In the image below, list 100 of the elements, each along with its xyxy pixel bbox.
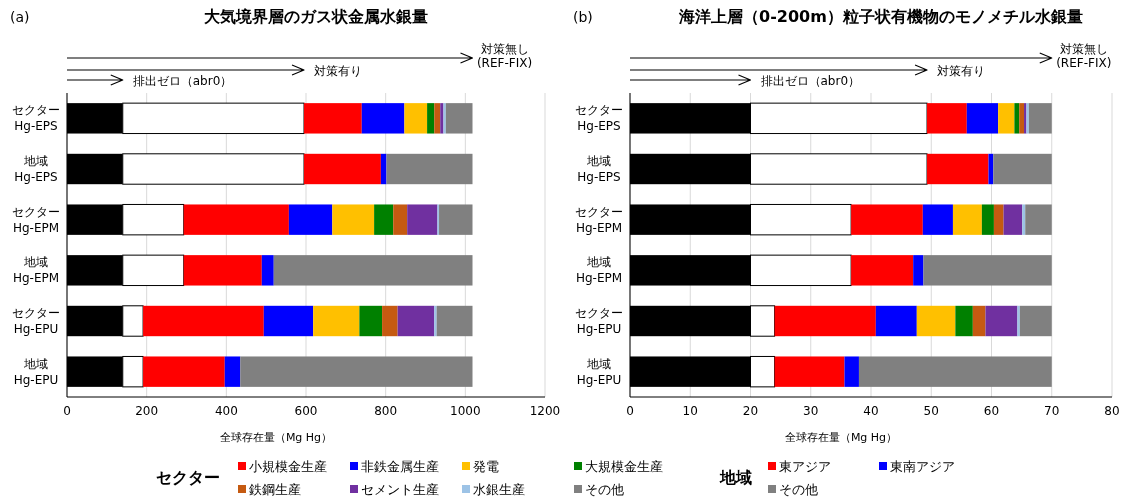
x-tick-label: 20 xyxy=(742,404,759,418)
bar xyxy=(434,305,437,337)
text: 排出ゼロ（abr0） xyxy=(760,74,861,88)
bar xyxy=(927,153,989,185)
text: 対策有り xyxy=(314,64,363,78)
y-tick-label: セクター Hg-EPM xyxy=(575,204,623,235)
bar xyxy=(263,305,314,337)
x-tick-label: 60 xyxy=(983,404,1000,418)
bar xyxy=(183,204,289,235)
bar xyxy=(916,305,956,337)
text: 地域 xyxy=(720,468,752,487)
legend-label: 東南アジア xyxy=(890,459,955,474)
legend-label: 大規模金生産 xyxy=(585,459,663,474)
bar xyxy=(407,204,438,235)
legend-label: その他 xyxy=(585,482,624,497)
x-tick-label: 10 xyxy=(682,404,698,418)
bar xyxy=(143,356,225,387)
x-tick-label: 1000 xyxy=(450,404,481,418)
y-tick-label: 地域 Hg-EPM xyxy=(575,255,623,286)
y-tick-label: 地域 Hg-EPM xyxy=(12,255,60,286)
bar xyxy=(374,204,394,235)
bar xyxy=(851,255,914,286)
bar xyxy=(774,305,876,337)
bar xyxy=(1022,204,1026,235)
legend-label: 小規模金生産 xyxy=(249,459,327,474)
bar xyxy=(1019,305,1052,337)
bar xyxy=(359,305,383,337)
y-tick-label: 地域 Hg-EPS xyxy=(577,154,621,184)
bar xyxy=(952,204,982,235)
bar xyxy=(143,305,264,337)
text: 排出ゼロ（abr0） xyxy=(132,74,233,88)
bar xyxy=(774,356,845,387)
bar xyxy=(288,204,333,235)
chart-title: 大気境界層のガス状金属水銀量 xyxy=(204,7,428,26)
bar xyxy=(858,356,1052,387)
bar xyxy=(1025,204,1052,235)
bar xyxy=(985,305,1018,337)
y-tick-label: セクター Hg-EPM xyxy=(12,204,60,235)
y-tick-label: セクター Hg-EPS xyxy=(575,103,623,134)
x-tick-label: 80 xyxy=(1104,404,1120,418)
y-tick-label: 地域 Hg-EPU xyxy=(13,356,59,387)
x-tick-label: 40 xyxy=(863,404,879,418)
bar xyxy=(993,204,1004,235)
bar xyxy=(445,103,473,134)
legend-label: セメント生産 xyxy=(361,482,439,497)
bar xyxy=(361,103,405,134)
bar xyxy=(183,255,262,286)
bar xyxy=(1019,103,1025,134)
bar xyxy=(981,204,994,235)
x-tick-label: 400 xyxy=(214,404,238,418)
y-tick-label: 地域 Hg-EPS xyxy=(14,154,58,184)
legend-label: 東アジア xyxy=(779,459,831,474)
x-axis-title: 全球存在量（Mg Hg） xyxy=(784,431,898,444)
bar xyxy=(427,103,435,134)
bar xyxy=(273,255,473,286)
y-tick-label: セクター Hg-EPS xyxy=(12,103,60,134)
legend-label: 水銀生産 xyxy=(473,482,525,497)
bar xyxy=(382,305,398,337)
legend-label: 非鉄金属生産 xyxy=(361,459,439,474)
y-tick-label: 地域 Hg-EPU xyxy=(576,356,622,387)
bar xyxy=(436,305,473,337)
bar xyxy=(1028,103,1052,134)
bar xyxy=(261,255,274,286)
bar xyxy=(1003,204,1023,235)
x-tick-label: 600 xyxy=(294,404,318,418)
bar xyxy=(304,103,362,134)
legend-label: その他 xyxy=(779,482,818,497)
x-tick-label: 70 xyxy=(1044,404,1060,418)
bar xyxy=(1017,305,1020,337)
bar xyxy=(972,305,986,337)
x-tick-label: 1200 xyxy=(529,404,561,418)
bar xyxy=(386,153,473,185)
text: (a) xyxy=(10,9,30,25)
y-tick-label: セクター Hg-EPU xyxy=(575,306,623,336)
bar xyxy=(313,305,360,337)
bar xyxy=(397,305,435,337)
y-tick-label: セクター Hg-EPU xyxy=(12,306,60,336)
bar xyxy=(923,255,1052,286)
bar xyxy=(913,255,924,286)
text: 対策無し (REF-FIX) xyxy=(1056,42,1112,70)
bar xyxy=(240,356,473,387)
bar xyxy=(988,153,994,185)
bar xyxy=(993,153,1052,185)
x-tick-label: 200 xyxy=(135,404,159,418)
legend-label: 発電 xyxy=(473,459,499,474)
x-tick-label: 800 xyxy=(374,404,398,418)
bar xyxy=(332,204,375,235)
x-axis-title: 全球存在量（Mg Hg） xyxy=(219,431,333,444)
bar xyxy=(434,103,441,134)
bar xyxy=(224,356,241,387)
legend-label: 鉄鋼生産 xyxy=(249,482,301,497)
text: セクター xyxy=(156,468,220,487)
bar xyxy=(927,103,967,134)
text: 対策有り xyxy=(937,64,986,78)
bar xyxy=(955,305,973,337)
x-tick-label: 30 xyxy=(803,404,819,418)
bar xyxy=(393,204,408,235)
chart-title: 海洋上層（0-200m）粒子状有機物のモノメチル水銀量 xyxy=(678,7,1083,26)
x-tick-label: 0 xyxy=(626,404,634,418)
bar xyxy=(851,204,923,235)
